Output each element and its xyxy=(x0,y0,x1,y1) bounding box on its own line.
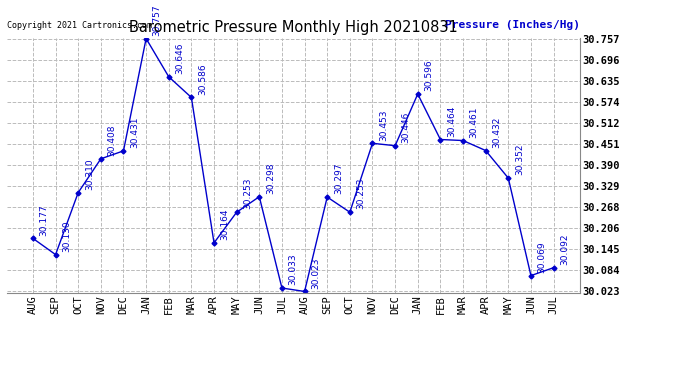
Text: 30.298: 30.298 xyxy=(266,162,275,194)
Text: 30.023: 30.023 xyxy=(311,257,320,289)
Text: 30.130: 30.130 xyxy=(62,220,71,252)
Text: 30.453: 30.453 xyxy=(379,109,388,141)
Text: 30.586: 30.586 xyxy=(198,63,207,94)
Text: 30.408: 30.408 xyxy=(108,124,117,156)
Text: 30.461: 30.461 xyxy=(470,106,479,138)
Text: 30.352: 30.352 xyxy=(515,144,524,176)
Text: 30.432: 30.432 xyxy=(492,116,501,148)
Text: Copyright 2021 Cartronics.com: Copyright 2021 Cartronics.com xyxy=(7,21,152,30)
Text: 30.464: 30.464 xyxy=(447,105,456,137)
Text: 30.310: 30.310 xyxy=(85,158,94,190)
Text: 30.253: 30.253 xyxy=(357,178,366,209)
Text: 30.033: 30.033 xyxy=(288,254,297,285)
Text: 30.596: 30.596 xyxy=(424,60,433,91)
Text: 30.646: 30.646 xyxy=(175,42,184,74)
Text: 30.757: 30.757 xyxy=(152,4,161,36)
Text: 30.069: 30.069 xyxy=(538,241,546,273)
Text: 30.164: 30.164 xyxy=(221,209,230,240)
Text: 30.431: 30.431 xyxy=(130,117,139,148)
Text: 30.297: 30.297 xyxy=(334,163,343,194)
Text: 30.446: 30.446 xyxy=(402,111,411,143)
Text: Pressure (Inches/Hg): Pressure (Inches/Hg) xyxy=(444,20,580,30)
Text: 30.177: 30.177 xyxy=(39,204,48,236)
Title: Barometric Pressure Monthly High 20210831: Barometric Pressure Monthly High 2021083… xyxy=(129,20,457,35)
Text: 30.092: 30.092 xyxy=(560,233,569,265)
Text: 30.253: 30.253 xyxy=(244,178,253,209)
